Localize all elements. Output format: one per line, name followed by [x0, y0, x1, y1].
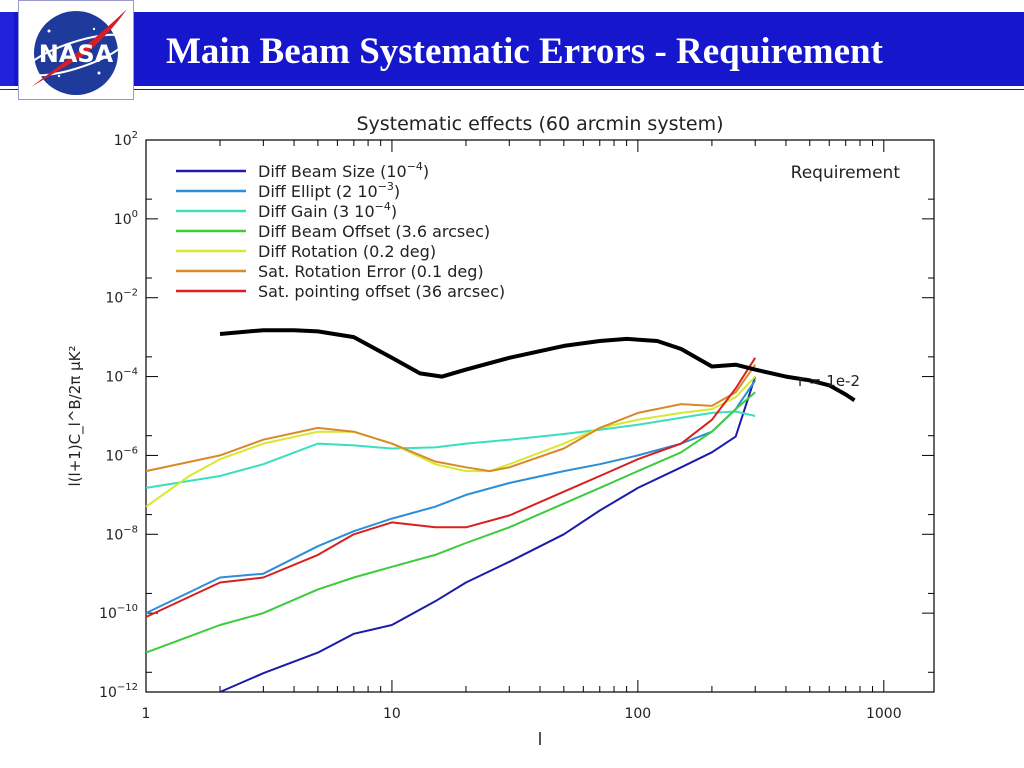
series-line: [145, 391, 756, 654]
nasa-logo: NASA: [18, 0, 134, 100]
series-lines: [145, 328, 856, 693]
nasa-meatball-icon: NASA: [25, 9, 127, 95]
logo-text: NASA: [39, 40, 114, 68]
series-line: [219, 376, 757, 693]
header-bar: [0, 12, 1024, 90]
legend-entry: Diff Ellipt (2 10−3): [258, 180, 400, 201]
y-tick-label: 100: [114, 209, 138, 228]
legend-entry: Diff Gain (3 10−4): [258, 200, 397, 221]
y-tick-label: 10−10: [99, 603, 138, 622]
legend-entry: Sat. pointing offset (36 arcsec): [258, 282, 505, 301]
x-tick-label: 1: [142, 706, 151, 722]
x-axis-label: l: [538, 730, 543, 750]
series-line: [145, 410, 756, 489]
series-line: [145, 379, 757, 615]
legend-entry: Diff Beam Offset (3.6 arcsec): [258, 222, 490, 241]
y-tick-label: 10−2: [105, 288, 138, 307]
header-underline: [0, 86, 1024, 89]
y-tick-label: 102: [114, 130, 138, 149]
y-axis-label: l(l+1)C_l^B/2π μK²: [66, 346, 85, 487]
legend: Diff Beam Size (10−4)Diff Ellipt (2 10−3…: [176, 160, 505, 301]
legend-entry: Diff Rotation (0.2 deg): [258, 242, 436, 261]
systematic-effects-chart: Systematic effects (60 arcmin system) Re…: [66, 113, 935, 750]
x-tick-label: 100: [624, 706, 651, 722]
series-line: [145, 364, 757, 473]
requirement-annotation: Requirement: [791, 163, 901, 183]
header-left-edge: [0, 12, 14, 90]
x-tick-label: 10: [383, 706, 401, 722]
x-tick-label: 1000: [866, 706, 902, 722]
requirement-line: [219, 328, 856, 402]
y-tick-label: 10−4: [105, 367, 138, 386]
series-line: [145, 357, 757, 618]
requirement-curve-label: r = 1e-2: [798, 372, 860, 390]
axis-ticks: 1 10 100 1000 10−12 10−10 10−8 10−6 10−4 10−2 100 1…: [99, 130, 934, 722]
y-tick-label: 10−6: [105, 445, 138, 464]
chart-title: Systematic effects (60 arcmin system): [356, 113, 723, 135]
y-tick-label: 10−8: [105, 524, 138, 543]
slide-title: Main Beam Systematic Errors - Requiremen…: [166, 31, 883, 72]
series-line: [145, 375, 756, 508]
legend-entry: Diff Beam Size (10−4): [258, 160, 429, 181]
y-tick-label: 10−12: [99, 682, 138, 701]
slide-header: NASA Main Beam Systematic Errors - Requi…: [0, 0, 1024, 100]
legend-entry: Sat. Rotation Error (0.1 deg): [258, 262, 484, 281]
